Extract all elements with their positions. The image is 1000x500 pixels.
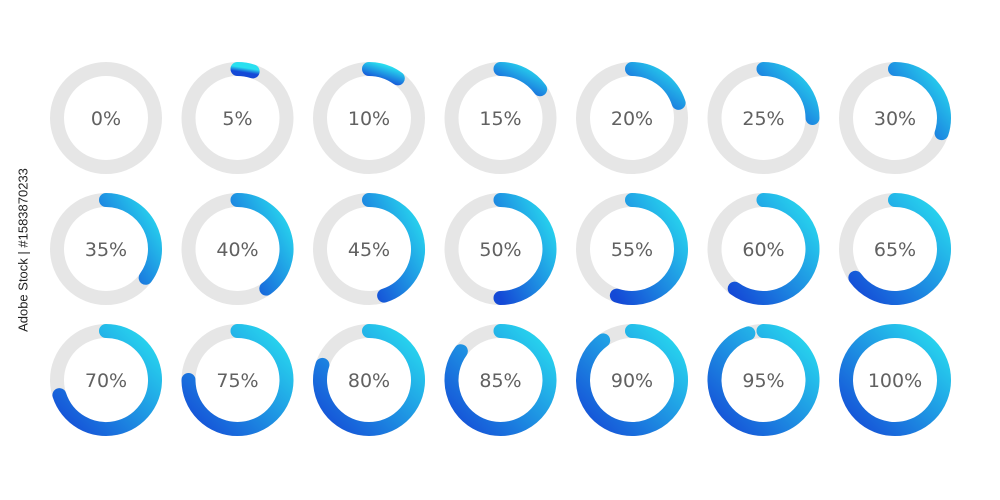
gauge-percent-label: 5% [222,108,252,130]
gauge-5: 5% [181,62,294,174]
gauge-percent-label: 15% [479,108,521,130]
gauge-40: 40% [181,193,294,305]
gauge-percent-label: 100% [868,370,922,392]
gauge-progress-arc [99,193,162,285]
gauge-55: 55% [576,193,688,305]
gauge-progress-arc [493,193,557,305]
gauge-35: 35% [50,193,162,305]
gauge-progress-arc [707,324,820,436]
gauge-percent-label: 50% [479,239,521,261]
gauge-percent-label: 30% [874,108,916,130]
gauge-70: 70% [50,324,162,436]
gauge-80: 80% [313,324,425,436]
gauge-10: 10% [313,62,425,174]
gauge-percent-label: 65% [874,239,916,261]
gauge-percent-label: 85% [479,370,521,392]
gauge-95: 95% [707,324,820,436]
gauge-track [50,62,162,174]
gauge-25: 25% [707,62,820,174]
gauge-progress-arc [609,193,688,305]
gauge-progress-arc [727,193,820,305]
gauge-progress-arc [362,62,405,86]
gauge-progress-arc [181,324,294,436]
gauge-percent-label: 90% [611,370,653,392]
stock-footer-band [0,475,1000,500]
stock-watermark-text: Adobe Stock | #1583870233 [15,168,31,332]
gauge-progress-arc [756,62,820,125]
gauge-progress-arc [52,324,162,436]
gauge-percent-label: 95% [742,370,784,392]
gauge-50: 50% [444,193,557,305]
gauge-0: 0% [50,62,162,174]
gauge-progress-arc [444,324,557,436]
gauge-85: 85% [444,324,557,436]
gauge-percent-label: 80% [348,370,390,392]
gauge-percent-label: 70% [85,370,127,392]
gauge-progress-arc [230,193,294,296]
gauge-progress-arc [576,324,688,436]
gauge-percent-label: 20% [611,108,653,130]
gauge-percent-label: 55% [611,239,653,261]
gauge-percent-label: 25% [742,108,784,130]
gauge-20: 20% [576,62,688,174]
gauge-percent-label: 0% [91,108,121,130]
gauge-progress-arc [313,324,425,436]
gauge-progress-arc [888,62,951,141]
gauge-progress-arc [848,193,951,305]
gauge-progress-arc [230,62,260,79]
gauge-percent-label: 35% [85,239,127,261]
gauge-progress-arc [625,62,686,110]
gauge-percent-label: 40% [216,239,258,261]
gauge-90: 90% [576,324,688,436]
gauge-15: 15% [444,62,557,174]
gauge-60: 60% [707,193,820,305]
gauge-100: 100% [839,324,951,436]
gauge-percent-label: 45% [348,239,390,261]
gauge-45: 45% [313,193,425,305]
gauge-progress-arc [493,62,548,97]
gauge-progress-arc [839,324,951,436]
gauge-percent-label: 75% [216,370,258,392]
gauge-75: 75% [181,324,294,436]
gauge-percent-label: 60% [742,239,784,261]
gauge-progress-arc [362,193,425,303]
gauge-65: 65% [839,193,951,305]
gauge-percent-label: 10% [348,108,390,130]
gauge-30: 30% [839,62,951,174]
